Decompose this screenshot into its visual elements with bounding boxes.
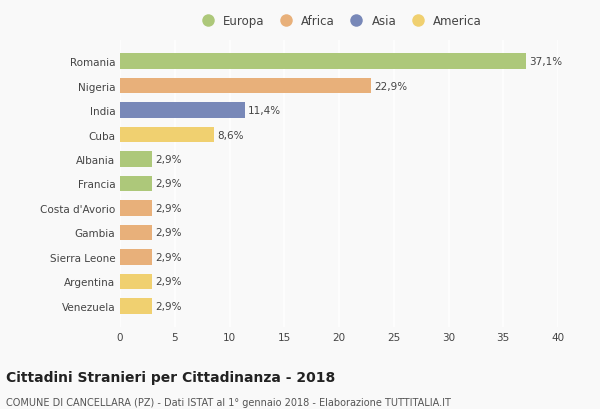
Bar: [120, 79, 371, 94]
Text: Cittadini Stranieri per Cittadinanza - 2018: Cittadini Stranieri per Cittadinanza - 2…: [6, 370, 335, 384]
Bar: [120, 54, 526, 70]
Bar: [120, 274, 152, 290]
Text: 2,9%: 2,9%: [155, 204, 182, 213]
Legend: Europa, Africa, Asia, America: Europa, Africa, Asia, America: [196, 15, 482, 28]
Text: 8,6%: 8,6%: [217, 130, 244, 140]
Bar: [120, 249, 152, 265]
Bar: [120, 127, 214, 143]
Text: 37,1%: 37,1%: [530, 57, 563, 67]
Bar: [120, 103, 245, 119]
Text: 2,9%: 2,9%: [155, 179, 182, 189]
Text: 11,4%: 11,4%: [248, 106, 281, 116]
Bar: [120, 152, 152, 168]
Text: 2,9%: 2,9%: [155, 277, 182, 287]
Bar: [120, 200, 152, 216]
Text: COMUNE DI CANCELLARA (PZ) - Dati ISTAT al 1° gennaio 2018 - Elaborazione TUTTITA: COMUNE DI CANCELLARA (PZ) - Dati ISTAT a…: [6, 397, 451, 407]
Text: 2,9%: 2,9%: [155, 252, 182, 262]
Bar: [120, 176, 152, 192]
Text: 2,9%: 2,9%: [155, 301, 182, 311]
Text: 2,9%: 2,9%: [155, 155, 182, 164]
Bar: [120, 298, 152, 314]
Bar: [120, 225, 152, 241]
Text: 2,9%: 2,9%: [155, 228, 182, 238]
Text: 22,9%: 22,9%: [374, 81, 407, 91]
